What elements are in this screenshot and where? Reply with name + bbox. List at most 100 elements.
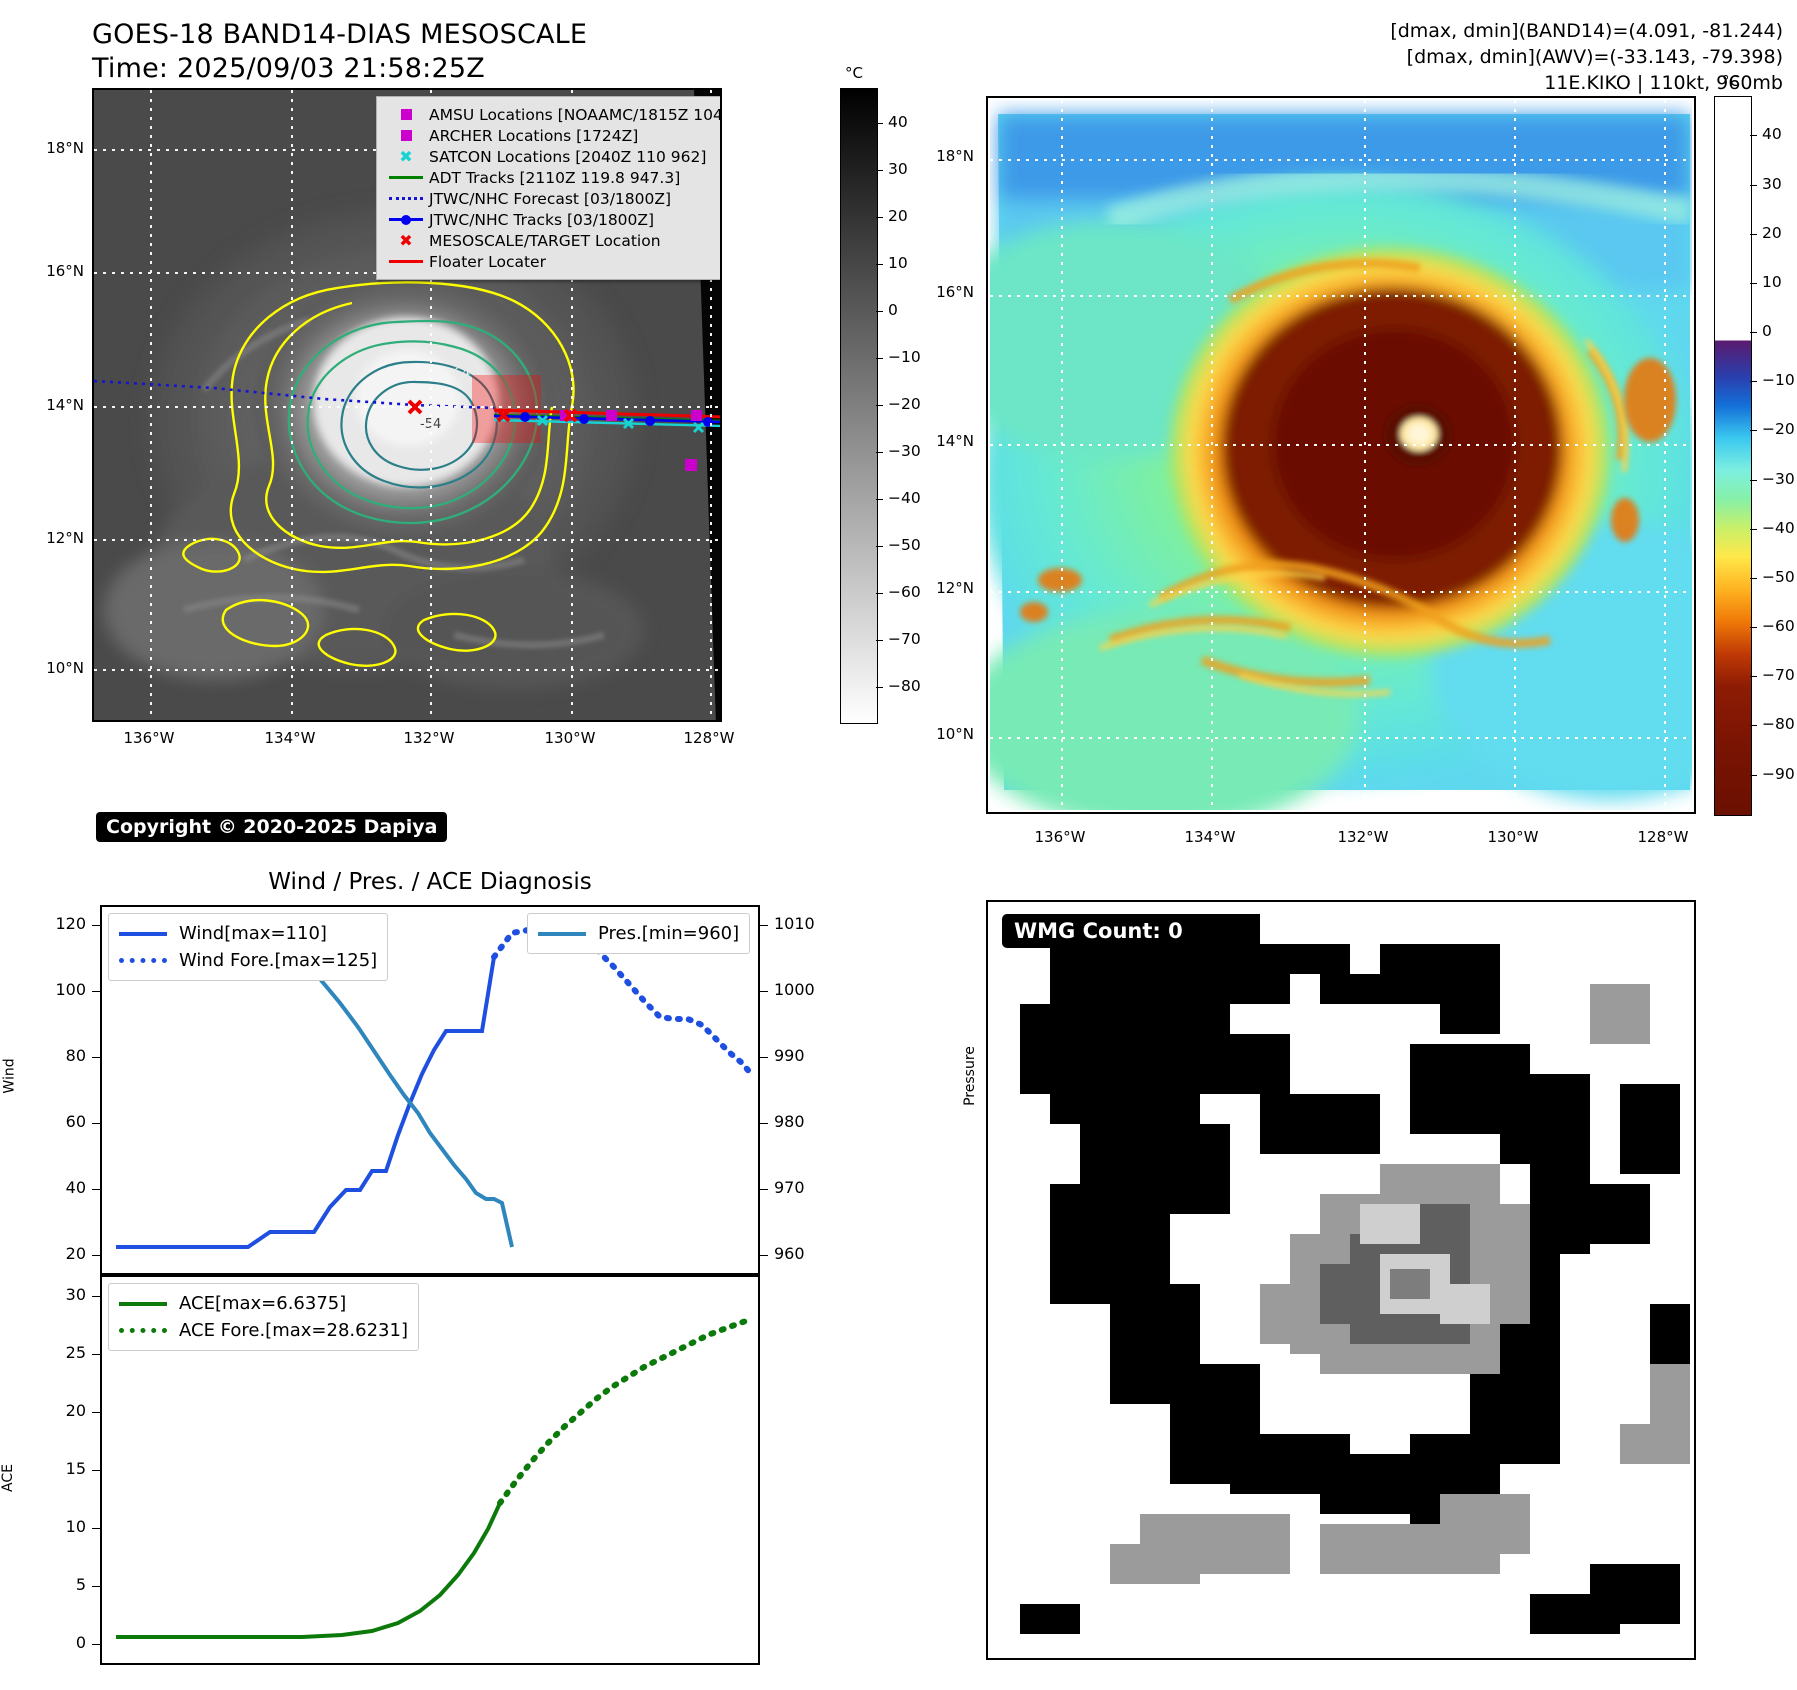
colorbar-right-unit: °C xyxy=(1722,72,1740,90)
ace-tickmark xyxy=(92,1527,100,1529)
legend-item: ACE[max=6.6375] xyxy=(119,1290,408,1317)
lat-tick-left: 10°N xyxy=(46,659,84,677)
lon-tick-right: 132°W xyxy=(1337,828,1389,846)
storm-summary: 11E.KIKO | 110kt, 960mb xyxy=(1544,72,1783,94)
wmg-raster xyxy=(990,904,1692,1656)
archer-square-icon xyxy=(383,130,429,141)
ace-tick-label: 15 xyxy=(65,1459,86,1478)
stats-band14: [dmax, dmin](BAND14)=(4.091, -81.244) xyxy=(1390,20,1783,42)
colorbar-right-tick-label: 30 xyxy=(1762,174,1782,193)
wind-tick-label: 20 xyxy=(65,1243,86,1263)
colorbar-right-tickmark xyxy=(1750,184,1757,186)
colorbar-right-tick-label: −50 xyxy=(1762,567,1795,586)
colorbar-left-tick-label: −10 xyxy=(888,347,921,366)
diagnosis-title: Wind / Pres. / ACE Diagnosis xyxy=(268,869,592,895)
colorbar-left-tickmark xyxy=(876,169,883,171)
colorbar-right-tick-label: 0 xyxy=(1762,322,1772,341)
colorbar-left-tick-label: −30 xyxy=(888,442,921,461)
legend-label: Wind[max=110] xyxy=(179,923,327,944)
wind-tick-label: 80 xyxy=(65,1046,86,1066)
colorbar-right-tickmark xyxy=(1750,774,1757,776)
pressure-line-icon xyxy=(538,931,598,936)
colorbar-right-tickmark xyxy=(1750,135,1757,137)
jtwc-forecast-track xyxy=(94,379,495,410)
ace-tickmark xyxy=(92,1470,100,1471)
legend-item: JTWC/NHC Tracks [03/1800Z] xyxy=(383,209,715,230)
colorbar-left xyxy=(840,88,878,724)
ace-chart[interactable]: ACE[max=6.6375] ACE Fore.[max=28.6231] xyxy=(100,1275,760,1665)
colorbar-right-tickmark xyxy=(1750,528,1757,530)
ace-tick-label: 30 xyxy=(65,1285,86,1305)
ace-tickmark xyxy=(92,1585,100,1587)
ace-tick-label: 25 xyxy=(65,1343,86,1363)
ace-tickmark xyxy=(92,1354,100,1356)
awv-imagery xyxy=(990,100,1692,810)
wind-pressure-chart[interactable]: Wind[max=110] Wind Fore.[max=125] Pres.[… xyxy=(100,905,760,1275)
legend-label: JTWC/NHC Forecast [03/1800Z] xyxy=(429,189,672,208)
legend-item: ADT Tracks [2110Z 119.8 947.3] xyxy=(383,167,715,188)
pressure-tickmark xyxy=(760,1057,768,1059)
wind-tickmark xyxy=(92,1057,100,1059)
ace-tick-label: 20 xyxy=(65,1401,86,1421)
colorbar-right-tickmark xyxy=(1750,479,1757,481)
lon-tick-right: 134°W xyxy=(1184,828,1236,846)
enhanced-ir-map[interactable] xyxy=(986,96,1696,814)
legend-item: ACE Fore.[max=28.6231] xyxy=(119,1317,408,1344)
pressure-tick-label: 1010 xyxy=(774,914,815,934)
colorbar-left-tick-label: 0 xyxy=(888,300,898,319)
colorbar-right-tickmark xyxy=(1750,282,1757,284)
colorbar-left-tick-label: 40 xyxy=(888,112,908,131)
page-title: GOES-18 BAND14-DIAS MESOSCALE Time: 2025… xyxy=(92,18,587,86)
wind-tick-label: 60 xyxy=(65,1111,86,1131)
colorbar-left-tick-label: 30 xyxy=(888,159,908,178)
wind-line-icon xyxy=(119,931,179,936)
legend-item: Wind[max=110] xyxy=(119,920,377,947)
colorbar-right-tickmark xyxy=(1750,332,1757,334)
lat-tick-right: 18°N xyxy=(936,147,974,165)
wmg-panel[interactable]: WMG Count: 0 xyxy=(986,900,1696,1660)
stats-awv: [dmax, dmin](AWV)=(-33.143, -79.398) xyxy=(1406,46,1783,68)
pressure-tickmark xyxy=(760,1188,768,1190)
colorbar-left-tickmark xyxy=(876,357,883,359)
title-line-2: Time: 2025/09/03 21:58:25Z xyxy=(92,53,485,84)
contour-label-64: -64 xyxy=(449,366,470,381)
ace-axis-label: ACE xyxy=(0,1464,16,1492)
wind-legend: Wind[max=110] Wind Fore.[max=125] xyxy=(108,913,389,981)
colorbar-right-tick-label: 40 xyxy=(1762,125,1782,144)
wind-tick-label: 120 xyxy=(55,914,86,934)
legend-label: ADT Tracks [2110Z 119.8 947.3] xyxy=(429,168,681,187)
legend-label: SATCON Locations [2040Z 110 962] xyxy=(429,147,707,166)
lon-tick-right: 128°W xyxy=(1637,828,1689,846)
lat-tick-left: 12°N xyxy=(46,529,84,547)
colorbar-left-tickmark xyxy=(876,405,883,406)
ace-tick-label: 5 xyxy=(75,1574,86,1594)
colorbar-left-tickmark xyxy=(876,687,883,689)
amsu-archer-markers xyxy=(560,410,702,471)
legend-item: Pres.[min=960] xyxy=(538,920,739,947)
colorbar-right-tick-label: −70 xyxy=(1762,666,1795,685)
legend-item: ARCHER Locations [1724Z] xyxy=(383,125,715,146)
legend-label: MESOSCALE/TARGET Location xyxy=(429,231,661,250)
ace-legend: ACE[max=6.6375] ACE Fore.[max=28.6231] xyxy=(108,1283,419,1351)
colorbar-right-tick-label: −90 xyxy=(1762,764,1795,783)
lon-tick-left: 130°W xyxy=(544,729,596,747)
legend-label: ARCHER Locations [1724Z] xyxy=(429,126,639,145)
colorbar-left-tick-label: −70 xyxy=(888,630,921,649)
wind-forecast-dotted-icon xyxy=(119,958,179,963)
satcon-x-icon: ✖ xyxy=(399,146,413,166)
colorbar-left-tickmark xyxy=(876,122,883,124)
colorbar-left-tickmark xyxy=(876,640,883,642)
wind-tick-label: 40 xyxy=(65,1177,86,1197)
pressure-tick-label: 990 xyxy=(774,1046,805,1066)
ace-plot xyxy=(116,1316,755,1639)
wmg-cells xyxy=(990,904,1692,1656)
track-marker-icon xyxy=(383,214,429,225)
lat-tick-right: 16°N xyxy=(936,283,974,301)
pressure-tickmark xyxy=(760,991,768,993)
satellite-ir-map[interactable]: -64 -54 xyxy=(92,88,722,722)
legend-item: Floater Locater xyxy=(383,251,715,272)
ace-forecast-dotted-icon xyxy=(119,1328,179,1333)
colorbar-left-tick-label: −80 xyxy=(888,677,921,696)
ir-imagery: -64 -54 xyxy=(94,90,720,720)
wmg-count-text: WMG Count: 0 xyxy=(1002,914,1195,948)
